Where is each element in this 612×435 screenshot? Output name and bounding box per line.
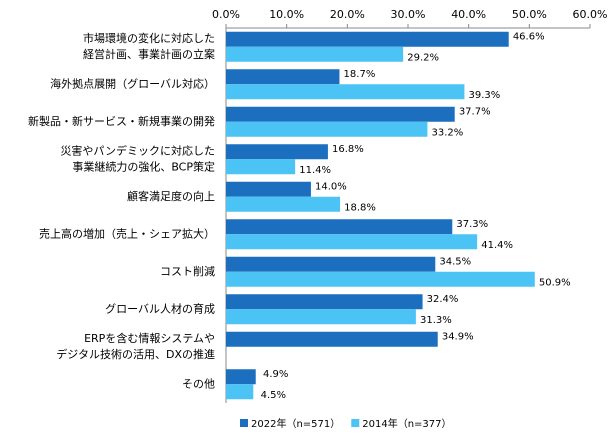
legend-label: 2022年（n=571） [251,417,340,430]
bar [226,84,465,100]
category-label: その他 [182,377,215,390]
x-tick-label: 10.0% [269,8,304,21]
value-label: 18.8% [344,202,376,213]
x-tick-label: 0.0% [212,8,240,21]
x-tick-label: 40.0% [451,8,486,21]
bar [226,46,404,62]
bar [226,234,478,250]
legend-swatch [351,419,360,427]
x-tick-label: 30.0% [391,8,426,21]
bar [226,369,256,385]
category-label: グローバル人材の育成 [105,301,215,315]
bar [226,121,428,137]
bar [226,331,438,347]
value-label: 29.2% [407,52,439,63]
bar [226,31,509,47]
bar [226,181,311,197]
bar [226,309,416,325]
bar [226,384,254,400]
value-label: 4.5% [261,390,286,401]
value-label: 18.7% [344,69,376,80]
value-label: 16.8% [332,144,364,155]
bar [226,69,340,85]
value-label: 34.5% [439,256,471,267]
category-label: コスト削減 [160,264,215,278]
value-label: 39.3% [469,90,501,101]
value-label: 46.6% [513,31,545,42]
category-label: 売上高の増加（売上・シェア拡大） [39,226,215,240]
value-label: 50.9% [539,277,571,288]
value-label: 41.4% [481,240,513,251]
value-label: 37.3% [456,219,488,230]
category-label: 新製品・新サービス・新規事業の開発 [28,114,215,128]
bar [226,219,453,235]
x-tick-label: 50.0% [512,8,547,21]
value-label: 34.9% [442,331,474,342]
bar [226,294,423,310]
x-tick-label: 60.0% [573,8,608,21]
category-label: 海外拠点展開（グローバル対応） [50,76,215,90]
value-label: 11.4% [299,165,331,176]
bar [226,144,328,160]
bar [226,196,341,212]
category-label: 災害やパンデミックに対応した事業継続力の強化、BCP策定 [60,143,215,173]
value-label: 14.0% [315,181,347,192]
bar [226,106,455,122]
bar [226,256,436,272]
x-tick-label: 20.0% [330,8,365,21]
category-label: 市場環境の変化に対応した経営計画、事業計画の立案 [83,31,215,61]
value-label: 37.7% [459,106,491,117]
legend-label: 2014年（n=377） [362,417,451,430]
value-label: 31.3% [420,315,452,326]
value-label: 32.4% [427,294,459,305]
bar [226,159,296,175]
value-label: 4.9% [263,369,288,380]
bar [226,271,535,287]
category-label: 顧客満足度の向上 [127,189,215,203]
category-label: ERPを含む情報システムやデジタル技術の活用、DXの推進 [56,331,215,361]
value-label: 33.2% [432,127,464,138]
legend-swatch [240,419,248,427]
